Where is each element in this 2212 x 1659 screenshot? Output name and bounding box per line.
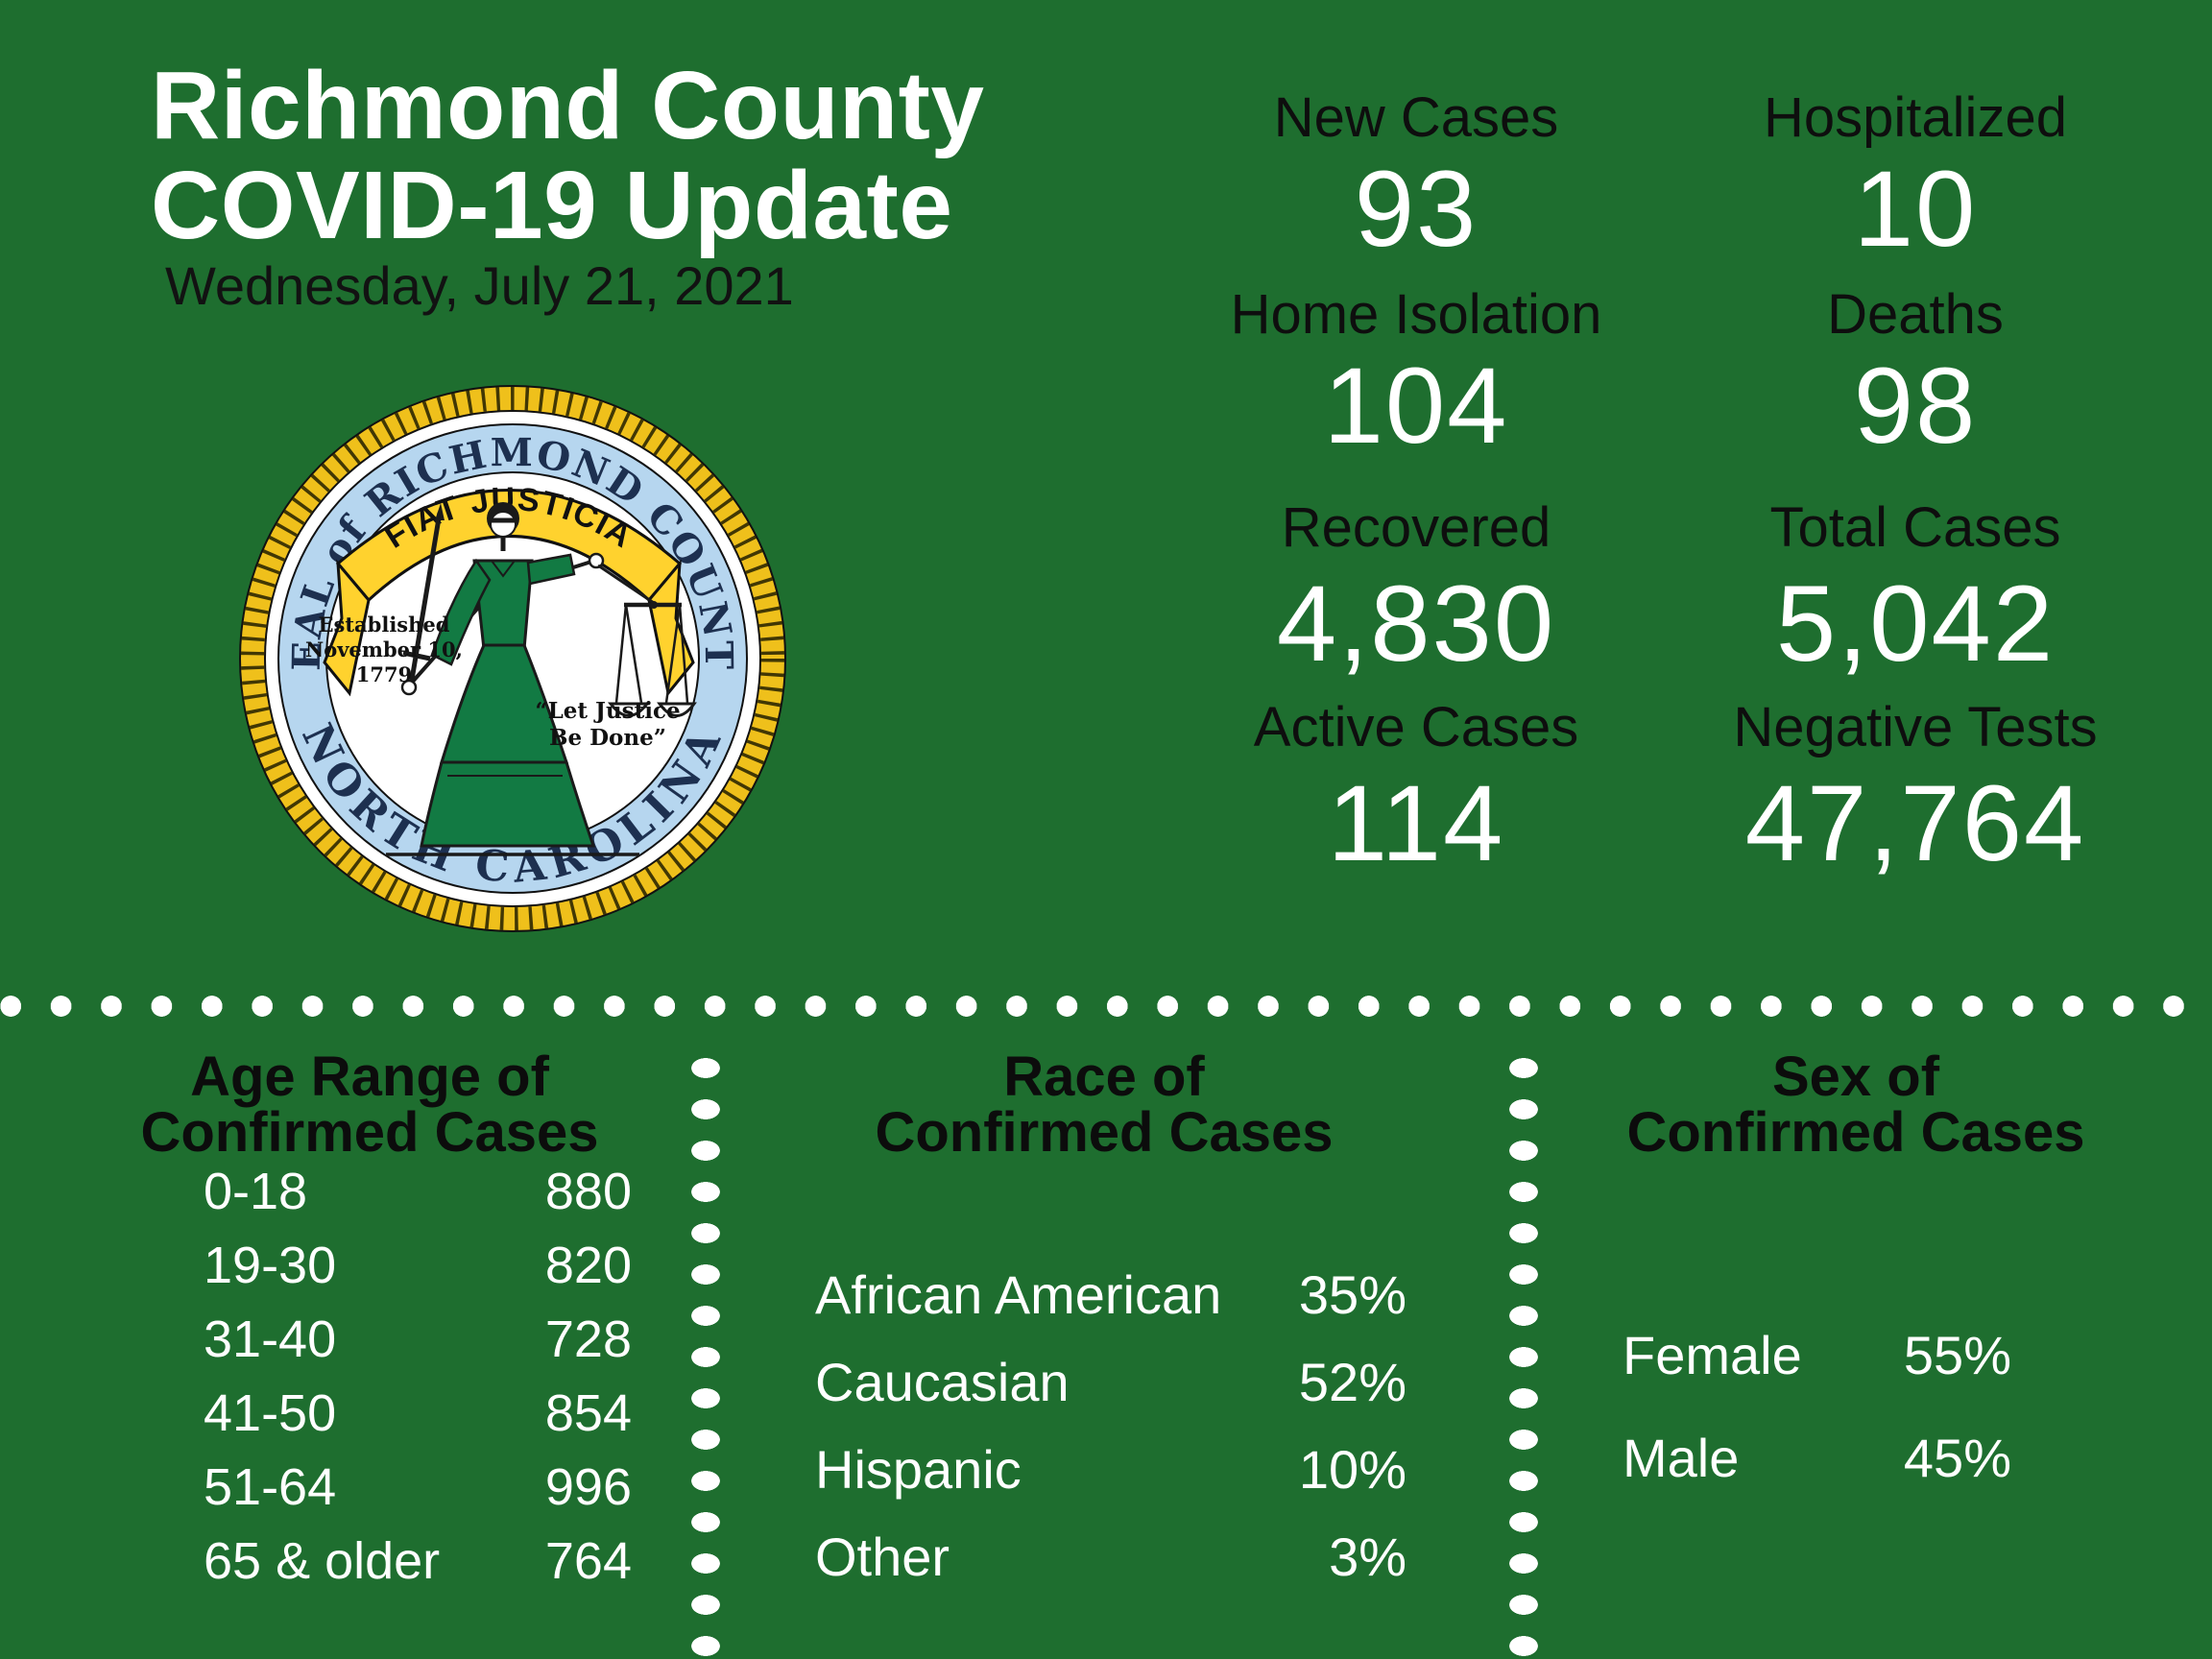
table-row: 19-30 820 — [204, 1238, 632, 1311]
sex-value: 55% — [1903, 1325, 2011, 1385]
stat-value-new-cases: 93 — [1354, 149, 1479, 269]
age-range-label: 31-40 — [204, 1310, 337, 1368]
race-section-heading: Race of Confirmed Cases — [875, 1046, 1334, 1164]
richmond-county-seal: SEAL of RICHMOND COUNTY NORTH CAROLINA F… — [234, 376, 786, 932]
age-range-label: 19-30 — [204, 1237, 337, 1294]
age-range-value: 820 — [544, 1237, 632, 1294]
report-date: Wednesday, July 21, 2021 — [165, 255, 794, 316]
age-range-label: 51-64 — [204, 1458, 337, 1516]
vertical-dotted-divider-1 — [691, 1047, 720, 1659]
stat-label-active-cases: Active Cases — [1253, 696, 1579, 758]
stat-value-total-cases: 5,042 — [1775, 564, 2056, 684]
table-row: Hispanic 10% — [815, 1441, 1407, 1528]
stat-value-active-cases: 114 — [1327, 763, 1505, 883]
table-row: Male 45% — [1623, 1430, 2011, 1532]
stat-value-negative-tests: 47,764 — [1744, 763, 2086, 883]
age-range-label: 65 & older — [204, 1532, 441, 1590]
age-range-value: 880 — [544, 1163, 632, 1220]
race-label: Hispanic — [815, 1439, 1022, 1500]
table-row: Other 3% — [815, 1528, 1407, 1616]
stat-label-hospitalized: Hospitalized — [1764, 86, 2067, 149]
stat-label-negative-tests: Negative Tests — [1733, 696, 2098, 758]
age-range-value: 764 — [544, 1532, 632, 1590]
stat-label-new-cases: New Cases — [1273, 86, 1559, 149]
stat-value-deaths: 98 — [1853, 346, 1978, 466]
race-value: 3% — [1329, 1527, 1407, 1587]
page-title: Richmond County COVID-19 Update — [151, 52, 985, 259]
race-label: Caucasian — [815, 1352, 1070, 1412]
age-range-label: 41-50 — [204, 1384, 337, 1442]
stat-label-home-isolation: Home Isolation — [1230, 283, 1602, 346]
age-section-heading: Age Range of Confirmed Cases — [140, 1046, 599, 1164]
age-range-value: 854 — [544, 1384, 632, 1442]
sex-section-heading: Sex of Confirmed Cases — [1626, 1046, 2085, 1164]
age-range-value: 996 — [544, 1458, 632, 1516]
table-row: Female 55% — [1623, 1327, 2011, 1430]
sex-label: Male — [1623, 1428, 1740, 1488]
stat-value-home-isolation: 104 — [1323, 346, 1509, 466]
race-table: African American 35% Caucasian 52% Hispa… — [815, 1266, 1407, 1616]
stat-label-deaths: Deaths — [1827, 283, 2004, 346]
stat-label-recovered: Recovered — [1281, 496, 1551, 559]
stat-label-total-cases: Total Cases — [1769, 496, 2061, 559]
race-value: 10% — [1298, 1439, 1407, 1500]
race-value: 52% — [1298, 1352, 1407, 1412]
sex-table: Female 55% Male 45% — [1623, 1327, 2011, 1532]
seal-banner-tail-right — [647, 559, 695, 697]
lady-justice-figure — [386, 502, 697, 856]
age-range-label: 0-18 — [204, 1163, 308, 1220]
age-table: 0-18 880 19-30 820 31-40 728 41-50 854 5… — [204, 1164, 632, 1607]
race-value: 35% — [1298, 1264, 1407, 1325]
stat-value-hospitalized: 10 — [1853, 149, 1978, 269]
table-row: 0-18 880 — [204, 1164, 632, 1238]
vertical-dotted-divider-2 — [1509, 1047, 1538, 1659]
seal-banner-tail-left — [323, 559, 371, 697]
table-row: 65 & older 764 — [204, 1533, 632, 1607]
race-label: African American — [815, 1264, 1222, 1325]
seal-established-line2: November 10, — [305, 637, 463, 661]
table-row: Caucasian 52% — [815, 1354, 1407, 1441]
sex-value: 45% — [1903, 1428, 2011, 1488]
seal-motto-line2: Be Done” — [549, 725, 666, 751]
table-row: 51-64 996 — [204, 1459, 632, 1533]
age-range-value: 728 — [544, 1310, 632, 1368]
table-row: 31-40 728 — [204, 1311, 632, 1385]
table-row: 41-50 854 — [204, 1385, 632, 1459]
race-label: Other — [815, 1527, 950, 1587]
stat-value-recovered: 4,830 — [1276, 564, 1556, 684]
sex-label: Female — [1623, 1325, 1802, 1385]
seal-motto-line1: “Let Justice — [535, 698, 680, 724]
seal-rope-texture — [241, 387, 784, 930]
seal-established-line3: 1779 — [356, 662, 412, 686]
table-row: African American 35% — [815, 1266, 1407, 1354]
horizontal-dotted-divider — [0, 995, 2212, 1018]
seal-established-line1: Established — [319, 613, 450, 637]
